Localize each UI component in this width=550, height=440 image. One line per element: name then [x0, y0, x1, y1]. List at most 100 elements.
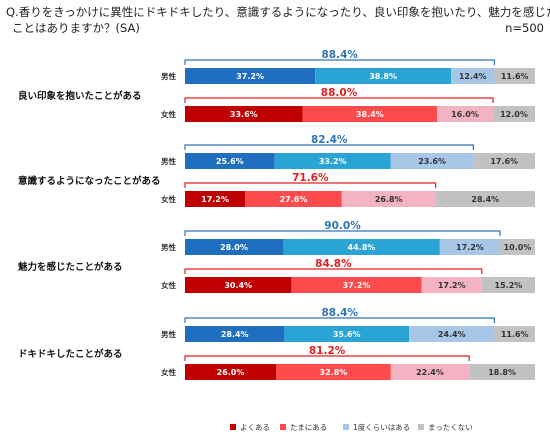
- legend-item-tamani: たまにある: [280, 423, 327, 432]
- segment-value-label: 33.6%: [230, 110, 258, 119]
- total-label: 90.0%: [324, 220, 361, 232]
- bar-segment-tamani: [245, 191, 342, 207]
- bar-segment-yoku: [185, 326, 285, 342]
- bar-group-1: 良い印象を抱いたことがある 88.4% 男性 37.2% 38.8% 12.4% 11.6%…: [18, 49, 535, 122]
- segment-value-label: 24.4%: [438, 330, 466, 339]
- bar-segment-mattaku: [481, 277, 535, 293]
- segment-value-label: 11.6%: [501, 72, 529, 81]
- total-label: 82.4%: [311, 134, 348, 146]
- gender-label-female: 女性: [161, 367, 176, 377]
- segment-value-label: 33.2%: [319, 157, 347, 166]
- bar-segment-mattaku: [435, 191, 535, 207]
- segment-value-label: 27.6%: [280, 195, 308, 204]
- legend-label: まったくない: [428, 423, 473, 432]
- total-bracket: [184, 182, 437, 188]
- segment-value-label: 44.8%: [348, 243, 376, 252]
- legend-item-ichido: 1度くらいはある: [343, 422, 410, 432]
- segment-value-label: 12.0%: [500, 110, 528, 119]
- bar-group-2: 意識するようになったことがある 82.4% 男性 25.6% 33.2% 23.6% 17.…: [18, 134, 535, 207]
- group-label: 良い印象を抱いたことがある: [18, 90, 142, 102]
- question-line-2: ことはありますか？(SA): [12, 21, 140, 35]
- bar-segment-tamani: [302, 106, 437, 122]
- bar-segment-mattaku: [469, 364, 535, 380]
- bar-segment-yoku: [185, 68, 316, 84]
- total-label: 71.6%: [292, 172, 329, 184]
- segment-value-label: 17.2%: [201, 195, 229, 204]
- total-bracket: [184, 355, 470, 361]
- total-bracket: [184, 97, 494, 103]
- bar-segment-mattaku: [494, 326, 535, 342]
- total-bracket: [184, 317, 495, 323]
- total-bracket: [184, 59, 495, 65]
- bar-segment-mattaku: [494, 68, 535, 84]
- bar-group-3: 魅力を感じたことがある 90.0% 男性 28.0% 44.8% 17.2% 10.0% 84…: [18, 220, 535, 293]
- bar-segment-tamani: [274, 153, 391, 169]
- segment-value-label: 37.2%: [236, 72, 264, 81]
- bar-segment-tamani: [315, 68, 451, 84]
- bar-segment-ichido: [390, 364, 470, 380]
- total-label: 88.0%: [321, 87, 358, 99]
- gender-label-female: 女性: [161, 194, 176, 204]
- bar-segment-ichido: [390, 153, 474, 169]
- segment-value-label: 35.6%: [333, 330, 361, 339]
- legend-swatch: [418, 424, 424, 430]
- bar-group-4: ドキドキしたことがある 88.4% 男性 28.4% 35.6% 24.4% 11.6% 81…: [18, 307, 535, 380]
- bar-segment-ichido: [451, 68, 495, 84]
- segment-value-label: 23.6%: [418, 157, 446, 166]
- segment-value-label: 26.8%: [375, 195, 403, 204]
- bar-segment-mattaku: [473, 153, 535, 169]
- sample-size: n=500: [505, 21, 544, 35]
- gender-label-female: 女性: [161, 280, 176, 290]
- bar-segment-ichido: [409, 326, 495, 342]
- plot-area: 良い印象を抱いたことがある 88.4% 男性 37.2% 38.8% 12.4% 11.6%…: [18, 49, 535, 380]
- segment-value-label: 18.8%: [488, 368, 516, 377]
- bar-segment-mattaku: [500, 239, 535, 255]
- legend: よくある たまにある 1度くらいはある まったくない: [230, 422, 473, 432]
- question-line-1: Q.香りをきっかけに異性にドキドキしたり、意識するようになったり、良い印象を抱い…: [6, 5, 550, 19]
- bar-segment-mattaku: [493, 106, 535, 122]
- segment-value-label: 17.2%: [456, 243, 484, 252]
- gender-label-male: 男性: [161, 156, 176, 166]
- segment-value-label: 17.2%: [438, 281, 466, 290]
- bar-segment-yoku: [185, 364, 276, 380]
- legend-swatch: [280, 424, 286, 430]
- legend-label: よくある: [240, 423, 270, 432]
- legend-label: 1度くらいはある: [353, 422, 410, 432]
- segment-value-label: 15.2%: [495, 281, 523, 290]
- segment-value-label: 30.4%: [224, 281, 252, 290]
- segment-value-label: 22.4%: [416, 368, 444, 377]
- legend-swatch: [343, 424, 349, 430]
- total-label: 81.2%: [309, 345, 346, 357]
- legend-item-mattaku: まったくない: [418, 423, 473, 432]
- total-label: 88.4%: [321, 49, 358, 61]
- group-label: ドキドキしたことがある: [18, 348, 123, 360]
- segment-value-label: 32.8%: [320, 368, 348, 377]
- segment-value-label: 25.6%: [216, 157, 244, 166]
- segment-value-label: 16.0%: [451, 110, 479, 119]
- legend-item-yoku: よくある: [230, 423, 270, 432]
- segment-value-label: 10.0%: [504, 243, 532, 252]
- total-label: 88.4%: [321, 307, 358, 319]
- segment-value-label: 28.0%: [220, 243, 248, 252]
- group-label: 意識するようになったことがある: [18, 175, 161, 187]
- bar-segment-ichido: [437, 106, 493, 122]
- segment-value-label: 38.4%: [356, 110, 384, 119]
- segment-value-label: 17.6%: [490, 157, 518, 166]
- gender-label-female: 女性: [161, 109, 176, 119]
- segment-value-label: 38.8%: [369, 72, 397, 81]
- bar-segment-tamani: [291, 277, 422, 293]
- bar-segment-ichido: [439, 239, 500, 255]
- bar-segment-yoku: [185, 153, 275, 169]
- bar-segment-ichido: [421, 277, 482, 293]
- total-bracket: [184, 230, 501, 236]
- segment-value-label: 26.0%: [217, 368, 245, 377]
- bar-segment-tamani: [284, 326, 409, 342]
- segment-value-label: 28.4%: [221, 330, 249, 339]
- bar-segment-yoku: [185, 106, 303, 122]
- total-bracket: [184, 268, 483, 274]
- segment-value-label: 11.6%: [501, 330, 529, 339]
- total-bracket: [184, 144, 474, 150]
- total-label: 84.8%: [315, 258, 352, 270]
- bar-segment-yoku: [185, 191, 246, 207]
